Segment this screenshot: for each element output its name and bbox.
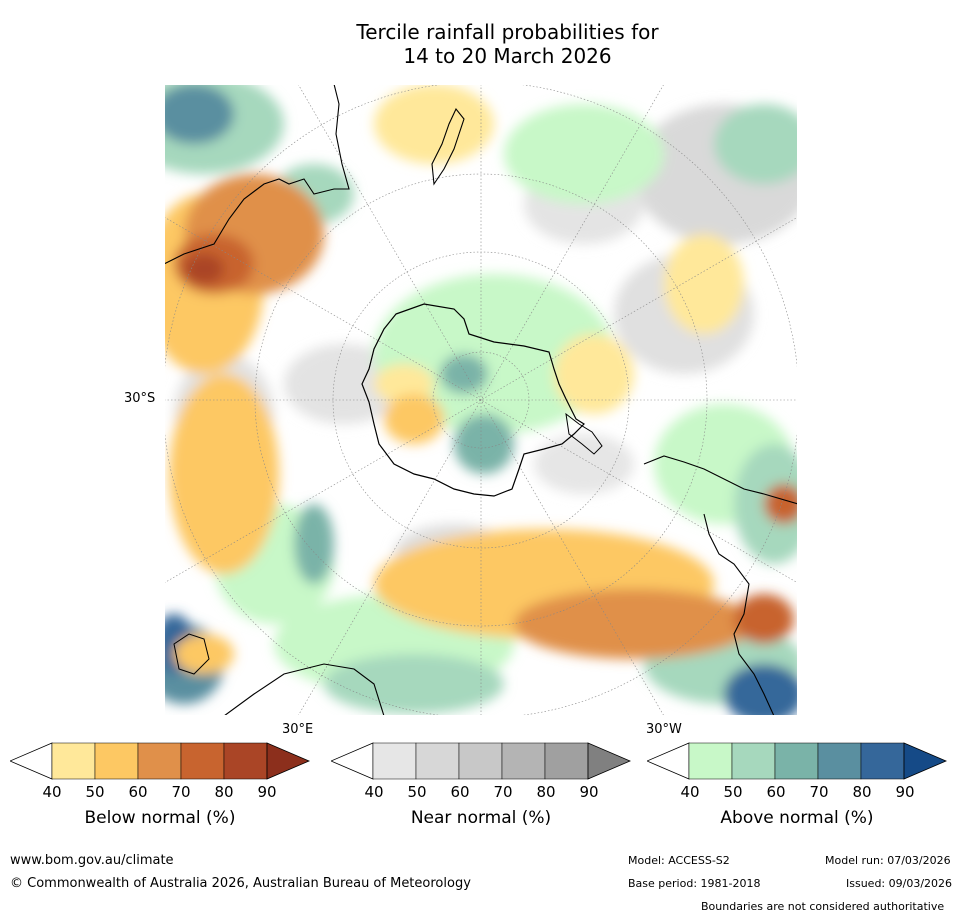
below-tick-80: 80	[214, 783, 234, 801]
above-normal-title: Above normal (%)	[720, 808, 874, 828]
copyright-text: © Commonwealth of Australia 2026, Austra…	[10, 876, 471, 891]
new-zealand-outline	[431, 107, 465, 186]
polar-map	[164, 84, 798, 716]
title-line-1: Tercile rainfall probabilities for	[356, 20, 659, 44]
base-period-text: Base period: 1981-2018	[628, 877, 761, 890]
below-tick-70: 70	[171, 783, 191, 801]
graticule	[164, 84, 798, 716]
colorbar-below-svg	[10, 742, 310, 780]
near-tick-60: 60	[450, 783, 470, 801]
title-line-2: 14 to 20 March 2026	[403, 44, 612, 68]
near-tick-50: 50	[407, 783, 427, 801]
above-tick-60: 60	[766, 783, 786, 801]
colorbar-near-svg	[331, 742, 631, 780]
issued-text: Issued: 09/03/2026	[846, 877, 953, 890]
above-tick-50: 50	[723, 783, 743, 801]
colorbar-above-svg	[647, 742, 947, 780]
near-normal-title: Near normal (%)	[410, 808, 552, 828]
below-tick-40: 40	[42, 783, 62, 801]
south-america-outline	[643, 455, 798, 716]
model-text: Model: ACCESS-S2	[628, 854, 730, 867]
near-tick-80: 80	[536, 783, 556, 801]
map-svg	[164, 84, 798, 716]
lon-label-30e: 30°E	[282, 722, 314, 737]
model-run-text: Model run: 07/03/2026	[825, 854, 951, 867]
below-normal-title: Below normal (%)	[84, 808, 236, 828]
africa-outline	[223, 663, 385, 716]
colorbar-above	[647, 742, 947, 780]
colorbar-below	[10, 742, 310, 780]
australia-outline	[164, 84, 350, 265]
website-link[interactable]: www.bom.gov.au/climate	[10, 853, 174, 868]
lat-label-30s: 30°S	[124, 391, 156, 406]
antarctica-outline	[361, 303, 585, 497]
lon-label-30w: 30°W	[646, 722, 682, 737]
near-tick-90: 90	[579, 783, 599, 801]
below-tick-60: 60	[128, 783, 148, 801]
near-tick-70: 70	[493, 783, 513, 801]
above-tick-70: 70	[809, 783, 829, 801]
map-title: Tercile rainfall probabilities for 14 to…	[0, 20, 965, 68]
below-tick-90: 90	[257, 783, 277, 801]
above-tick-90: 90	[895, 783, 915, 801]
above-tick-80: 80	[852, 783, 872, 801]
near-tick-40: 40	[364, 783, 384, 801]
above-tick-40: 40	[680, 783, 700, 801]
madagascar-outline	[173, 633, 210, 675]
colorbar-near	[331, 742, 631, 780]
boundaries-disclaimer: Boundaries are not considered authoritat…	[701, 900, 945, 913]
antarctic-peninsula	[565, 412, 603, 455]
below-tick-50: 50	[85, 783, 105, 801]
